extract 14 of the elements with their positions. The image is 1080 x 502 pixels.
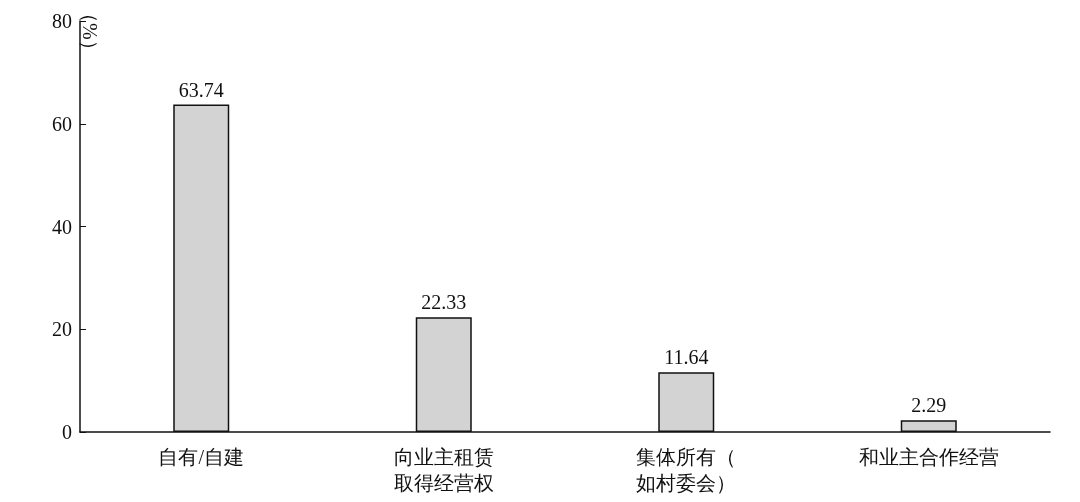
y-tick-label: 80 (52, 10, 72, 32)
data-label: 11.64 (664, 346, 709, 369)
y-axis-title: （%） (79, 3, 101, 60)
data-label: 63.74 (178, 78, 224, 101)
x-tick-label: 集体所有（如村委会） (636, 446, 737, 494)
y-tick-label: 40 (52, 215, 72, 238)
x-tick-label: 自有/自建 (158, 446, 245, 468)
y-tick-label: 20 (52, 318, 72, 341)
data-label: 2.29 (911, 394, 947, 417)
x-tick-label: 向业主租赁取得经营权 (393, 446, 494, 494)
y-tick-label: 60 (52, 112, 72, 135)
y-tick-label: 0 (62, 421, 72, 443)
data-label: 22.33 (421, 291, 467, 314)
x-tick-label: 和业主合作经营 (858, 446, 999, 468)
